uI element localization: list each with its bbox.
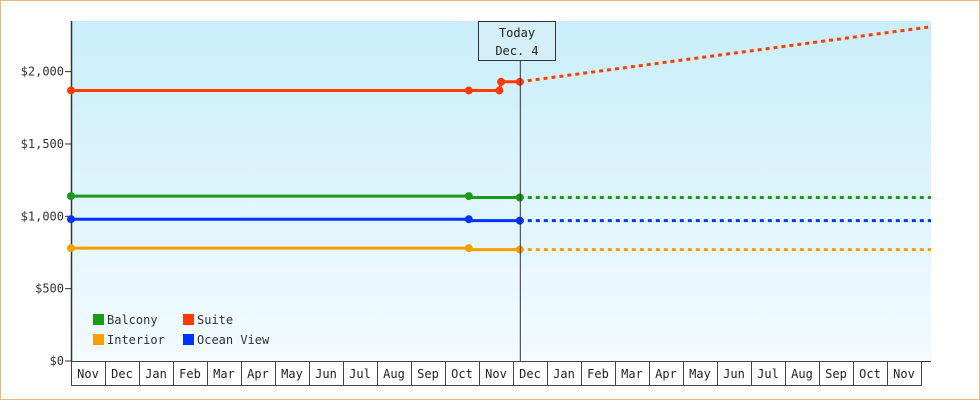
x-tick-cell (547, 361, 582, 386)
x-tick-label: Sep (825, 367, 847, 381)
series-group (67, 25, 932, 254)
today-label: Today Dec. 4 (478, 21, 556, 61)
x-tick-label: Jun (315, 367, 337, 381)
x-tick-cell (71, 361, 106, 386)
x-tick-cell (785, 361, 820, 386)
x-tick-label: Feb (179, 367, 201, 381)
series-point[interactable] (464, 215, 473, 224)
x-tick-label: Nov (77, 367, 99, 381)
x-tick-label: Feb (587, 367, 609, 381)
legend-swatch (93, 334, 104, 345)
x-tick-cell (581, 361, 616, 386)
today-label-line1: Today (498, 26, 536, 40)
series-point[interactable] (67, 244, 75, 253)
x-tick-label: Jan (553, 367, 575, 381)
series-line (71, 194, 520, 200)
x-tick-label: Oct (451, 367, 473, 381)
x-tick-label: Jun (723, 367, 745, 381)
x-tick-cell (411, 361, 446, 386)
x-tick-cell (479, 361, 514, 386)
x-tick-label: May (689, 367, 711, 381)
series-line (71, 217, 520, 223)
x-tick-cell (819, 361, 854, 386)
series-point[interactable] (464, 244, 473, 253)
legend-item: Suite (183, 313, 233, 327)
series-point[interactable] (464, 86, 473, 95)
x-tick-cell (683, 361, 718, 386)
y-tick-label: $1,500 (21, 137, 64, 151)
legend-label: Suite (197, 313, 234, 327)
x-tick-label: May (281, 367, 303, 381)
x-tick-label: Mar (621, 367, 643, 381)
legend-swatch (183, 334, 194, 345)
x-tick-label: Mar (213, 367, 235, 381)
x-tick-label: Aug (383, 367, 405, 381)
y-tick-label: $0 (50, 354, 64, 368)
legend-label: Balcony (107, 313, 158, 327)
x-tick-cell (173, 361, 208, 386)
series-point[interactable] (464, 192, 473, 201)
x-tick-cell (241, 361, 276, 386)
x-tick-cell (139, 361, 174, 386)
x-tick-cell (615, 361, 650, 386)
x-tick-cell (513, 361, 548, 386)
series-point[interactable] (67, 215, 75, 224)
x-tick-cell (887, 361, 922, 386)
series-projection (519, 25, 932, 84)
x-tick-cell (207, 361, 242, 386)
y-tick-label: $1,000 (21, 209, 64, 223)
x-axis: Nov Dec Jan Feb Mar Apr May Jun Jul Aug Sep Oct Nov D… (71, 361, 931, 386)
x-tick-label: Sep (417, 367, 439, 381)
series-point[interactable] (495, 86, 504, 95)
legend-swatch (93, 314, 104, 325)
x-tick-cell (751, 361, 786, 386)
series-point[interactable] (497, 77, 506, 86)
y-tick-label: $2,000 (21, 65, 64, 79)
legend-label: Ocean View (197, 333, 270, 347)
legend-item: Balcony (93, 313, 158, 327)
series-point[interactable] (67, 192, 75, 201)
x-tick-label: Nov (485, 367, 507, 381)
x-tick-label: Jul (349, 367, 371, 381)
y-tick-label: $500 (35, 282, 64, 296)
x-tick-label: Apr (247, 367, 269, 381)
plot-area (71, 21, 931, 361)
x-tick-label: Dec (111, 367, 133, 381)
x-tick-cell (377, 361, 412, 386)
x-tick-label: Aug (791, 367, 813, 381)
legend-item: Ocean View (183, 333, 269, 347)
x-tick-label: Jan (145, 367, 167, 381)
x-tick-cell (275, 361, 310, 386)
x-tick-label: Jul (757, 367, 779, 381)
x-tick-cell (853, 361, 888, 386)
legend-swatch (183, 314, 194, 325)
legend-label: Interior (107, 333, 165, 347)
x-tick-cell (717, 361, 752, 386)
x-tick-label: Nov (893, 367, 915, 381)
series-point[interactable] (67, 86, 75, 95)
series-line (71, 246, 520, 252)
legend-item: Interior (93, 333, 165, 347)
y-axis: $0 $500 $1,000 $1,500 $2,000 (21, 21, 73, 368)
x-tick-cell (445, 361, 480, 386)
x-tick-label: Dec (519, 367, 541, 381)
today-label-line2: Dec. 4 (495, 44, 539, 58)
x-tick-cell (343, 361, 378, 386)
x-tick-label: Oct (859, 367, 881, 381)
x-tick-label: Apr (655, 367, 677, 381)
